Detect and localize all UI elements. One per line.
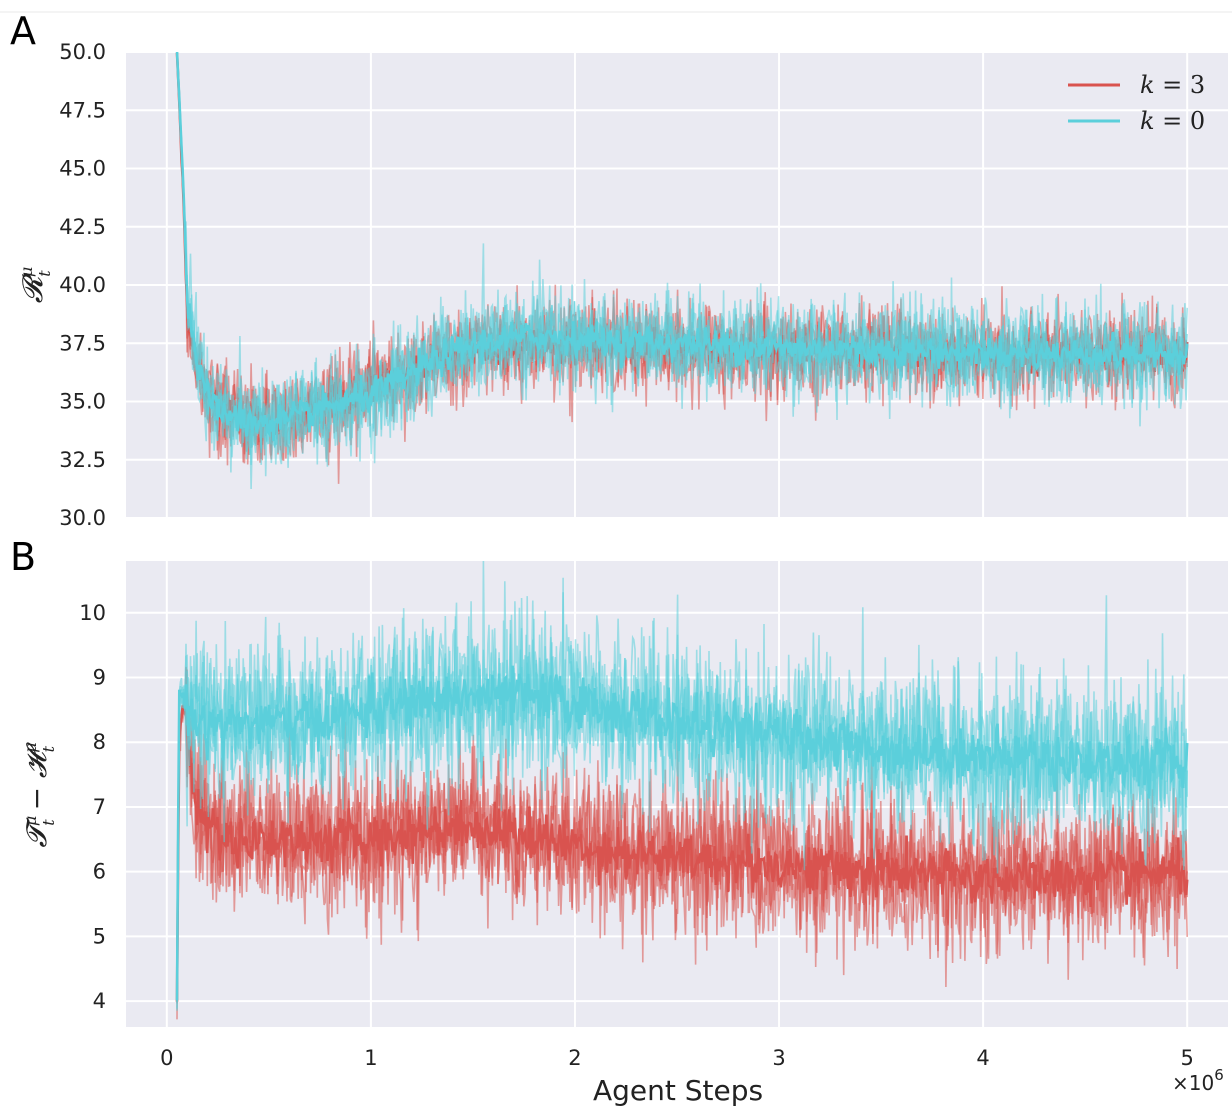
panel-a-y-tick-label: 37.5 — [59, 331, 106, 355]
panel-a-y-tick-label: 32.5 — [59, 448, 106, 472]
series-k3-mean — [175, 699, 1189, 1002]
series-k0-mean — [175, 52, 1189, 442]
panel-a-y-ticks: 30.0 32.5 35.0 37.5 40.0 42.5 45.0 47.5 50.0 — [59, 40, 106, 530]
panel-b-x-tick-label: 0 — [160, 1046, 173, 1070]
panel-label-a: A — [10, 9, 36, 53]
panel-a-y-axis-label: 𝓡μt — [16, 267, 54, 304]
panel-b-y-tick-label: 4 — [93, 989, 106, 1013]
panel-b-y-axis-label: 𝓣μt − 𝓗μt — [20, 742, 58, 848]
panel-a-y-tick-label: 45.0 — [59, 157, 106, 181]
x-axis-label: Agent Steps — [593, 1074, 763, 1107]
panel-a-gridlines — [126, 51, 1228, 519]
panel-b-x-tick-label: 3 — [772, 1046, 785, 1070]
legend: k = 3 k = 0 — [1068, 71, 1205, 135]
x-axis-multiplier: ×106 — [1172, 1066, 1224, 1095]
panel-b-y-tick-label: 9 — [93, 666, 106, 690]
panel-label-b: B — [10, 535, 36, 579]
panel-a-y-tick-label: 30.0 — [59, 506, 106, 530]
series-k0-run — [176, 577, 1188, 1003]
panel-b-series-group — [175, 561, 1189, 1020]
panel-b-y-tick-label: 7 — [93, 795, 106, 819]
panel-b-y-tick-label: 10 — [79, 601, 106, 625]
panel-a-y-tick-label: 47.5 — [59, 98, 106, 122]
panel-b-y-tick-label: 6 — [93, 860, 106, 884]
legend-label-k3: k = 3 — [1140, 71, 1205, 99]
panel-a-y-tick-label: 42.5 — [59, 215, 106, 239]
panel-b-series — [175, 561, 1189, 1020]
panel-a-y-tick-label: 35.0 — [59, 390, 106, 414]
panel-b-y-tick-label: 8 — [93, 730, 106, 754]
panel-a-y-tick-label: 40.0 — [59, 273, 106, 297]
panel-b-x-tick-label: 4 — [976, 1046, 989, 1070]
panel-b-x-tick-label: 5 — [1180, 1046, 1193, 1070]
panel-b-x-ticks: 0 1 2 3 4 5 — [160, 1046, 1194, 1070]
legend-label-k0: k = 0 — [1140, 107, 1205, 135]
panel-b-y-tick-label: 5 — [93, 924, 106, 948]
panel-a-series-group — [175, 52, 1189, 490]
panel-b-x-tick-label: 1 — [364, 1046, 377, 1070]
panel-b-y-ticks: 4 5 6 7 8 9 10 — [79, 601, 106, 1013]
panel-b-x-tick-label: 2 — [568, 1046, 581, 1070]
panel-a-series — [175, 52, 1189, 490]
series-k0-mean — [175, 665, 1189, 1001]
panel-a-y-tick-label: 50.0 — [59, 40, 106, 64]
